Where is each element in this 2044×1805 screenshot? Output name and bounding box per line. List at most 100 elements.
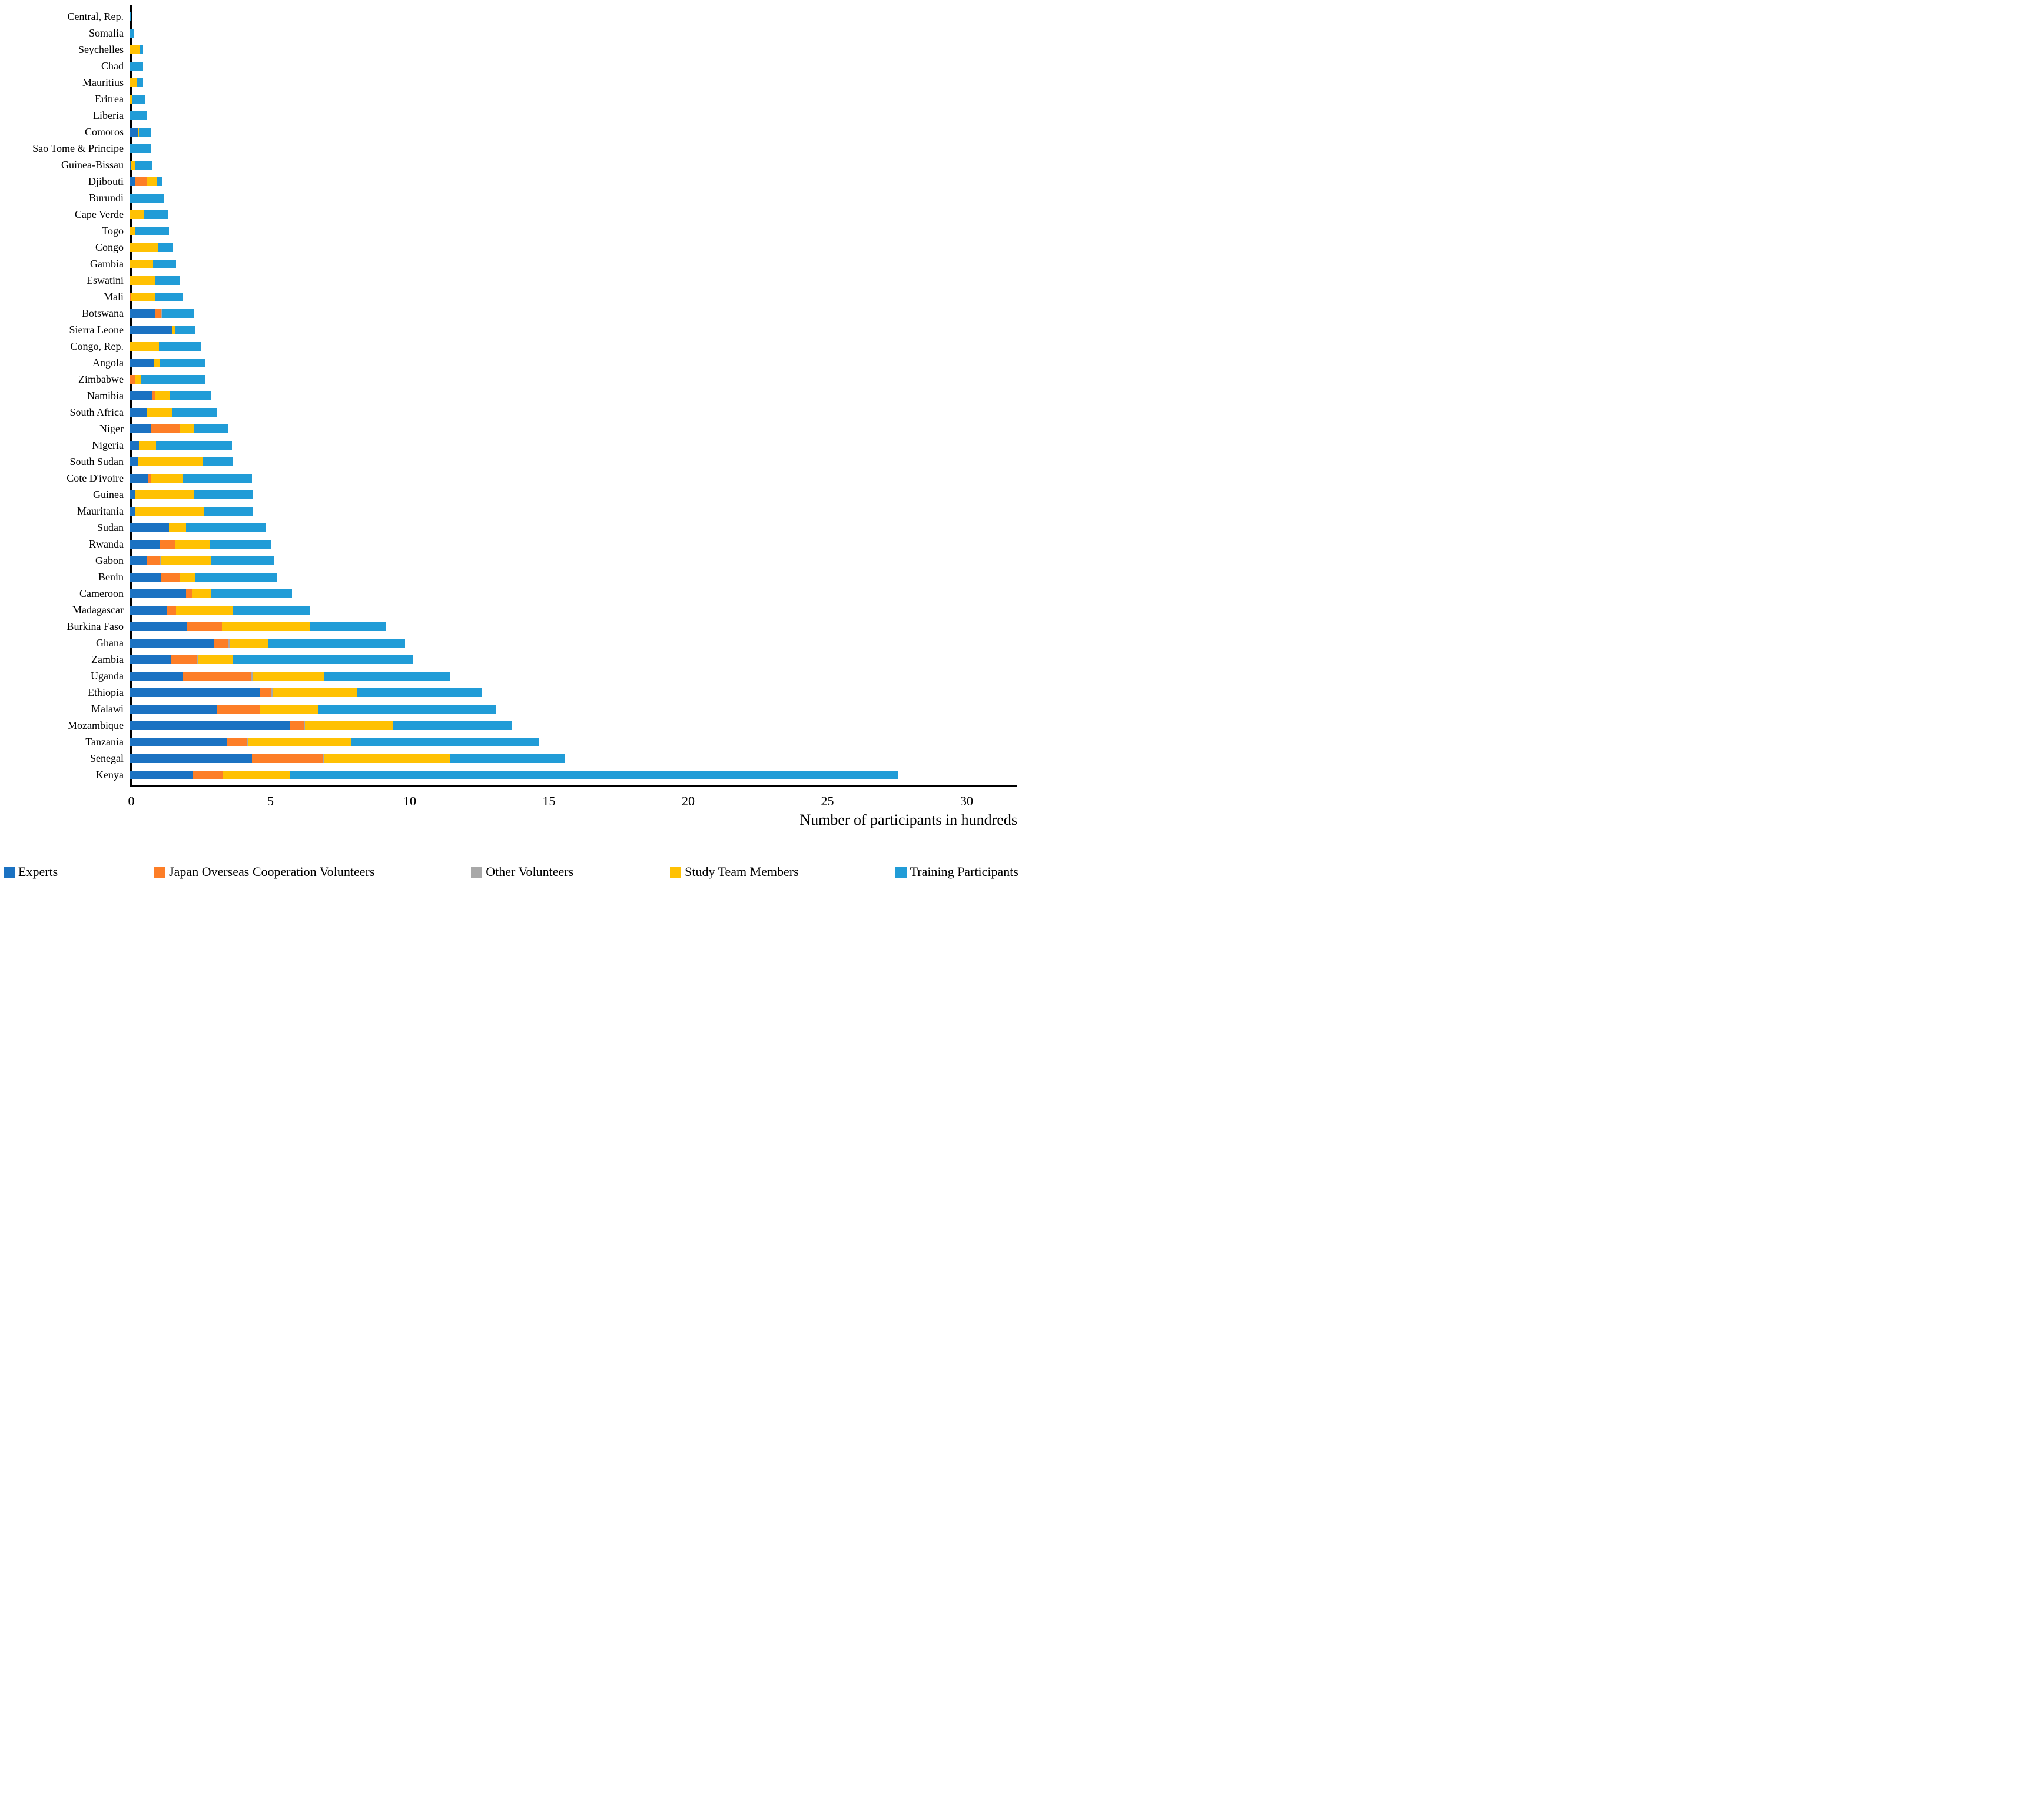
stacked-bar: [130, 358, 205, 367]
bar-segment-study: [247, 737, 351, 746]
bar-segment-study: [137, 457, 203, 466]
bar-row: Mali: [0, 288, 898, 305]
country-label: Zimbabwe: [78, 373, 124, 385]
stacked-bar: [130, 259, 176, 268]
legend-item-experts: Experts: [4, 864, 58, 880]
stacked-bar: [130, 704, 496, 714]
bar-segment-jocv: [251, 754, 323, 763]
stacked-bar: [130, 177, 162, 186]
bar-segment-jocv: [135, 177, 147, 186]
bar-row: Seychelles: [0, 41, 898, 58]
country-label: Benin: [98, 571, 124, 583]
bar-row: Djibouti: [0, 173, 898, 190]
bar-segment-study: [130, 210, 144, 219]
country-label: Burundi: [88, 192, 124, 204]
bar-row: Gabon: [0, 552, 898, 569]
bar-segment-study: [222, 622, 310, 631]
bar-segment-training: [186, 523, 266, 532]
stacked-bar: [130, 457, 233, 466]
bar-row: Uganda: [0, 668, 898, 684]
stacked-bar: [130, 556, 274, 565]
bar-row: Somalia: [0, 25, 898, 41]
bar-segment-training: [351, 737, 539, 746]
x-axis-ticks: 0 5 10 15 20 25 30: [0, 794, 1022, 811]
bar-segment-jocv: [214, 638, 229, 648]
bar-segment-training: [135, 226, 169, 235]
legend-item-jocv: Japan Overseas Cooperation Volunteers: [154, 864, 374, 880]
country-label: Burkina Faso: [67, 621, 124, 632]
bar-segment-training: [170, 391, 212, 400]
bar-segment-study: [147, 407, 173, 417]
country-label: Mozambique: [68, 719, 124, 731]
bar-segment-experts: [130, 770, 193, 779]
bar-segment-training: [194, 490, 253, 499]
stacked-bar: [130, 605, 310, 615]
bar-segment-experts: [130, 473, 148, 483]
stacked-bar: [130, 506, 254, 516]
bar-segment-training: [155, 276, 181, 285]
stacked-bar: [130, 12, 131, 21]
legend-item-study: Study Team Members: [670, 864, 799, 880]
bar-segment-study: [135, 490, 194, 499]
bar-segment-training: [130, 111, 147, 120]
x-tick-label: 15: [542, 794, 556, 808]
country-label: Cameroon: [79, 588, 124, 599]
bar-row: Senegal: [0, 750, 898, 767]
bar-segment-experts: [130, 391, 152, 400]
stacked-bar: [130, 622, 386, 631]
bar-row: Malawi: [0, 701, 898, 717]
bar-segment-experts: [130, 589, 187, 598]
legend-swatch-other: [471, 866, 483, 878]
country-label: Somalia: [89, 27, 124, 39]
stacked-bar: [130, 243, 174, 252]
bar-row: Congo: [0, 239, 898, 256]
country-label: Ghana: [96, 637, 124, 649]
legend-swatch-jocv: [154, 866, 166, 878]
country-label: Congo: [95, 241, 124, 253]
bar-segment-training: [232, 655, 413, 664]
bar-segment-experts: [130, 523, 170, 532]
stacked-bar: [130, 589, 293, 598]
stacked-bar: [130, 45, 144, 54]
bar-segment-study: [172, 325, 175, 334]
bar-segment-study: [130, 160, 136, 170]
bar-segment-training: [160, 358, 205, 367]
bar-segment-training: [309, 622, 386, 631]
country-label: Angola: [92, 357, 124, 369]
bar-segment-study: [223, 770, 290, 779]
stacked-bar: [130, 523, 266, 532]
bar-row: Sao Tome & Principe: [0, 140, 898, 157]
stacked-bar: [130, 111, 147, 120]
bar-segment-training: [137, 78, 143, 87]
bar-segment-training: [450, 754, 565, 763]
bar-segment-experts: [130, 572, 161, 582]
bar-row: Ghana: [0, 635, 898, 651]
bar-segment-study: [150, 473, 184, 483]
bar-segment-training: [155, 440, 232, 450]
bar-segment-training: [130, 144, 152, 153]
stacked-bar: [130, 292, 182, 301]
bar-segment-study: [131, 292, 155, 301]
bar-segment-study: [154, 358, 160, 367]
bar-segment-study: [161, 556, 211, 565]
bar-segment-experts: [130, 539, 160, 549]
bar-row: Zimbabwe: [0, 371, 898, 387]
bar-segment-study: [130, 226, 135, 235]
bar-segment-study: [180, 572, 195, 582]
bar-segment-training: [144, 210, 168, 219]
country-label: Gambia: [90, 258, 124, 270]
bar-segment-other: [304, 721, 305, 730]
stacked-bar: [130, 276, 181, 285]
bar-segment-training: [392, 721, 512, 730]
bar-segment-experts: [130, 490, 136, 499]
bar-segment-experts: [130, 325, 173, 334]
stacked-bar: [130, 193, 164, 203]
bar-segment-study: [272, 688, 357, 697]
x-tick-label: 10: [403, 794, 416, 808]
x-tick-label: 20: [682, 794, 695, 808]
bar-row: Niger: [0, 420, 898, 437]
bar-segment-jocv: [217, 704, 260, 714]
country-label: Malawi: [91, 703, 124, 715]
bar-segment-training: [157, 243, 174, 252]
country-label: Tanzania: [85, 736, 124, 748]
